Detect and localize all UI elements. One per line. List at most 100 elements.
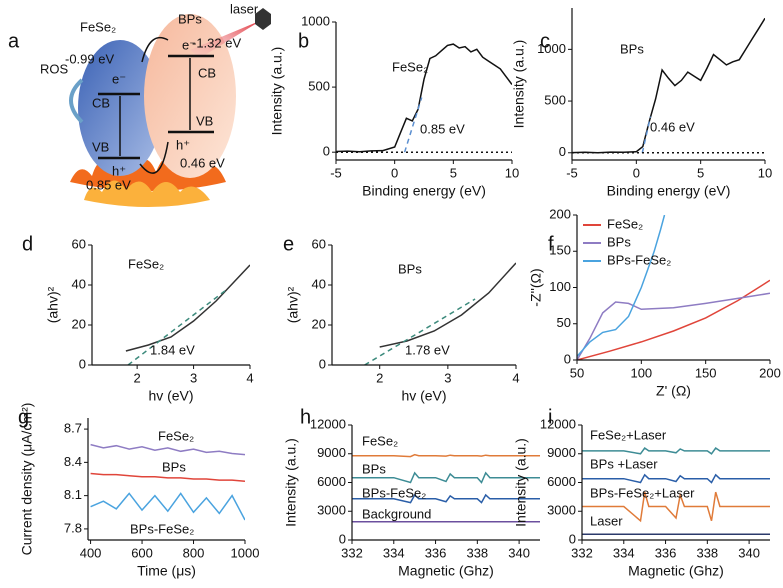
chart-panel: h 332 334 336 338 340 0 3000 6000 9000 12000 Magnet… [283, 406, 540, 579]
y-tick-label: 200 [549, 206, 571, 221]
data-line [403, 97, 423, 153]
annotation: 1.78 eV [405, 342, 450, 357]
y-tick-label: 0 [339, 531, 346, 546]
data-line [125, 264, 250, 352]
carrier-label: h⁺ [112, 163, 126, 178]
chart-panel: i 332 334 336 338 340 0 3000 6000 9000 12000 Magnet… [513, 406, 770, 579]
annotation: BPs [162, 459, 186, 474]
annotation: FeSe₂ [128, 256, 164, 271]
y-tick-label: 60 [72, 236, 86, 251]
band-label: CB [198, 65, 216, 80]
level-label: 0.85 eV [86, 177, 131, 192]
laser-source [255, 8, 271, 30]
y-axis-label: Intensity (a.u.) [269, 47, 285, 136]
data-line [577, 279, 770, 360]
annotation: FeSe₂ [158, 428, 194, 443]
y-axis-label: Intensity (a.u.) [283, 438, 299, 527]
y-tick-label: 8.7 [64, 421, 82, 436]
x-axis-label: hv (eV) [148, 388, 193, 404]
plot-area [125, 264, 250, 365]
y-tick-label: 500 [308, 79, 330, 94]
x-tick-label: 800 [183, 545, 205, 560]
data-line [582, 446, 770, 455]
ros-label: ROS [40, 61, 69, 76]
plot-area [364, 262, 516, 365]
x-axis-label: Binding energy (eV) [607, 183, 731, 199]
annotation: BPs [620, 41, 644, 56]
x-tick-label: 338 [466, 545, 488, 560]
y-tick-label: 9000 [317, 445, 346, 460]
x-tick-label: 10 [758, 165, 772, 180]
x-tick-label: 336 [425, 545, 447, 560]
y-tick-label: 1000 [537, 41, 566, 56]
panel-label: e [283, 233, 294, 255]
y-axis-label: Intensity (a.u.) [513, 438, 529, 527]
data-line [582, 491, 770, 523]
y-tick-label: 40 [312, 276, 326, 291]
chart-panel: g 400 600 800 1000 7.8 8.1 8.4 8.7 Time (μs) Curre… [18, 403, 259, 579]
diagram: a FeSe₂ BPs laser -0.99 eV -1.32 eV 0.85… [8, 1, 271, 207]
plot-area [90, 443, 245, 521]
y-tick-label: 8.1 [64, 487, 82, 502]
y-tick-label: 500 [544, 92, 566, 107]
annotation: BPs [398, 261, 422, 276]
x-tick-label: 336 [655, 545, 677, 560]
x-tick-label: 340 [738, 545, 760, 560]
arrow [139, 141, 169, 174]
band-label: VB [92, 139, 109, 154]
y-tick-label: 0 [79, 356, 86, 371]
x-tick-label: 4 [512, 370, 519, 385]
y-tick-label: 0 [323, 144, 330, 159]
y-tick-label: 6000 [317, 474, 346, 489]
level-label: 0.46 eV [180, 155, 225, 170]
x-axis-label: Time (μs) [137, 563, 196, 579]
carrier-label: e⁻ [182, 37, 196, 52]
panel-label: a [8, 30, 20, 52]
x-tick-label: 0 [391, 165, 398, 180]
level-label: -1.32 eV [192, 35, 241, 50]
legend-label: FeSe₂ [607, 216, 643, 231]
data-line [90, 492, 245, 521]
plot-area [352, 453, 540, 523]
y-axis-label: (ahv)² [45, 286, 61, 323]
annotation: 1.84 eV [150, 342, 195, 357]
data-line [352, 493, 540, 504]
annotation: 0.85 eV [420, 121, 465, 136]
band-label: VB [196, 113, 213, 128]
fire [84, 180, 210, 207]
x-tick-label: 5 [697, 165, 704, 180]
plot-area [577, 215, 770, 360]
x-tick-label: 1000 [231, 545, 260, 560]
y-tick-label: 40 [72, 276, 86, 291]
x-tick-label: 334 [613, 545, 635, 560]
annotation: Background [362, 506, 431, 521]
y-tick-label: 20 [312, 316, 326, 331]
x-axis-label: Magnetic (Ghz) [628, 563, 724, 579]
level-label: -0.99 eV [65, 51, 114, 66]
annotation: Laser [590, 513, 623, 528]
annotation: 0.46 eV [650, 119, 695, 134]
material-label: FeSe₂ [80, 19, 116, 34]
y-tick-label: 20 [72, 316, 86, 331]
y-tick-label: 0 [569, 531, 576, 546]
annotation: FeSe₂+Laser [590, 427, 667, 442]
x-tick-label: 332 [341, 545, 363, 560]
y-tick-label: 60 [312, 236, 326, 251]
panel-label: d [22, 233, 33, 255]
x-tick-label: 4 [246, 370, 253, 385]
x-tick-label: 332 [571, 545, 593, 560]
y-tick-label: 0 [559, 144, 566, 159]
panel-label: g [18, 406, 29, 428]
x-tick-label: 10 [505, 165, 519, 180]
annotation: BPs-FeSe₂+Laser [590, 485, 695, 500]
arrow [141, 36, 169, 63]
y-tick-label: 100 [549, 279, 571, 294]
data-line [641, 116, 652, 153]
y-tick-label: 3000 [547, 503, 576, 518]
y-tick-label: 0 [564, 351, 571, 366]
